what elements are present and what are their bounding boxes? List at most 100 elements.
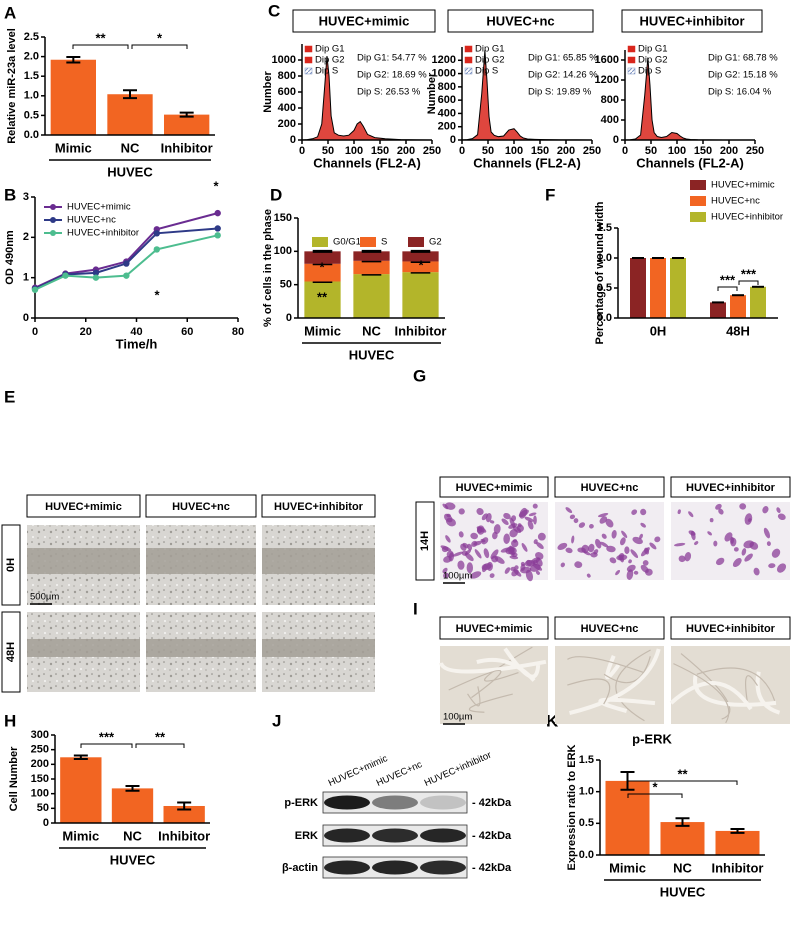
x-tick-label: 250: [746, 145, 764, 157]
cell: [532, 563, 543, 571]
tube: [569, 648, 661, 715]
legend-label: HUVEC+inhibitor: [711, 212, 783, 223]
x-tick-label: 40: [130, 326, 142, 338]
x-tick-label: 20: [80, 326, 92, 338]
cell: [739, 503, 747, 510]
sig-label: ***: [99, 729, 115, 744]
cell: [458, 531, 464, 538]
cell: [718, 508, 724, 515]
cell: [600, 541, 609, 548]
cell: [747, 518, 752, 522]
x-tick-label: Inhibitor: [395, 323, 447, 338]
y-tick-label: 800: [438, 81, 456, 93]
scale-label: 100µm: [443, 571, 472, 582]
y-tick-label: 100: [31, 788, 49, 800]
cell: [678, 555, 686, 563]
legend-label: S: [381, 237, 387, 248]
cell: [532, 503, 538, 509]
x-tick-label: 150: [694, 145, 712, 157]
wound-gap: [27, 639, 140, 657]
bar: [715, 830, 760, 855]
cell: [485, 513, 492, 523]
tube: [567, 656, 647, 675]
legend-label: Dip G1: [475, 44, 505, 55]
sig-label: ***: [720, 272, 736, 287]
bar: [630, 258, 646, 318]
micrograph: [440, 502, 548, 582]
y-tick-label: 1200: [432, 54, 456, 66]
cell: [628, 559, 632, 564]
cell: [492, 531, 498, 540]
cell: [713, 540, 718, 547]
panel-letter: D: [270, 185, 282, 204]
cell: [624, 546, 630, 555]
cell: [640, 522, 646, 528]
sig-label: ***: [741, 266, 757, 281]
cell: [730, 537, 737, 547]
legend-swatch: [304, 56, 313, 64]
cell: [489, 520, 495, 524]
stat-label: Dip S: 26.53 %: [357, 87, 421, 98]
row-label-box: [1, 611, 21, 693]
cell: [684, 552, 692, 562]
row-label-box: [1, 524, 21, 606]
cell: [615, 569, 621, 576]
x-tick-label: 60: [181, 326, 193, 338]
band: [420, 828, 466, 843]
cell: [654, 536, 661, 543]
point: [31, 286, 39, 293]
row-label-box: [415, 501, 435, 581]
cell: [707, 531, 712, 536]
bar-segment: [304, 281, 341, 318]
tube: [673, 663, 730, 724]
y-tick-label: 50: [37, 802, 49, 814]
y-tick-label: 2.0: [24, 51, 39, 63]
scale-label: 500µm: [30, 592, 59, 603]
y-axis-label: Number: [426, 72, 438, 114]
panel-letter: I: [413, 599, 418, 618]
sig-label: *: [652, 779, 658, 794]
stat-label: Dip G1: 68.78 %: [708, 53, 778, 64]
point: [153, 246, 160, 253]
x-axis-label: Time/h: [116, 336, 158, 351]
y-tick-label: 400: [601, 114, 619, 126]
point: [92, 269, 100, 277]
cell: [688, 511, 694, 518]
sig-bracket: [72, 44, 129, 49]
y-tick-label: 400: [278, 102, 296, 114]
x-axis-label: HUVEC: [107, 164, 153, 179]
x-axis-label: Channels (FL2-A): [473, 155, 581, 170]
legend-label: Dip S: [315, 66, 338, 77]
histogram-line: [301, 55, 433, 141]
tube: [567, 678, 611, 705]
micrograph: [146, 612, 256, 692]
y-axis-label: Percentage of wound width: [594, 201, 606, 344]
legend-label: Dip G2: [315, 55, 345, 66]
micrograph: [262, 525, 375, 605]
bar: [605, 780, 650, 855]
cell: [641, 547, 650, 557]
error-bar: [177, 801, 192, 811]
band: [372, 860, 418, 875]
cell: [630, 549, 639, 559]
cell: [741, 548, 747, 556]
sig-label: **: [677, 766, 688, 781]
panel-letter: C: [268, 1, 280, 20]
y-axis-label: Expression ratio to ERK: [566, 744, 578, 870]
legend-swatch: [627, 56, 636, 64]
cell: [569, 514, 576, 520]
legend-marker: [50, 230, 56, 236]
y-tick-label: 0.0: [24, 129, 39, 141]
x-tick-label: 150: [371, 145, 389, 157]
cell: [508, 523, 518, 529]
column-header: HUVEC+inhibitor: [686, 482, 776, 494]
column-header: HUVEC+inhibitor: [274, 501, 364, 513]
x-tick-label: 250: [423, 145, 441, 157]
y-tick-label: 0: [43, 817, 49, 829]
x-tick-label: 100: [668, 145, 686, 157]
lane-label: HUVEC+inhibitor: [423, 750, 493, 789]
y-tick-label: 0.5: [579, 817, 594, 829]
bar: [50, 59, 96, 135]
band: [372, 795, 418, 810]
cell: [533, 539, 538, 545]
